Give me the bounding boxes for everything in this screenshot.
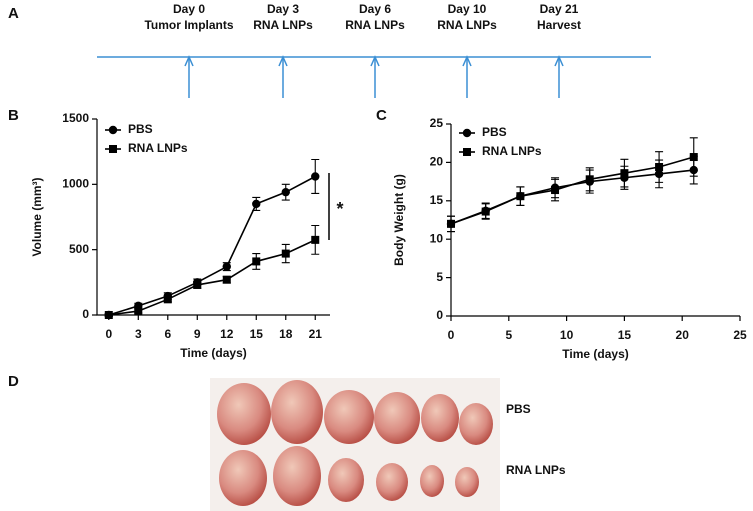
marker — [252, 199, 261, 209]
timeline-arrowhead — [554, 55, 564, 67]
y-tick-label: 1000 — [62, 177, 89, 191]
panel-label: A — [8, 5, 19, 22]
x-tick-label: 0 — [105, 327, 112, 341]
legend-label: RNA LNPs — [482, 144, 542, 158]
marker — [281, 187, 290, 197]
x-tick-label: 5 — [505, 328, 512, 342]
y-tick-label: 0 — [436, 308, 443, 322]
series-line — [108, 239, 316, 316]
x-tick-label: 6 — [164, 327, 171, 341]
timeline-day: Day 10 — [448, 2, 487, 16]
y-axis-label: Volume (mm³) — [30, 177, 44, 256]
timeline-event: Harvest — [537, 18, 581, 32]
x-tick-label: 25 — [733, 328, 747, 342]
marker — [281, 249, 290, 258]
marker — [222, 262, 231, 271]
x-tick-label: 18 — [279, 327, 293, 341]
y-tick-label: 20 — [430, 155, 444, 169]
legend-label: RNA LNPs — [128, 141, 188, 155]
timeline-arrowhead — [184, 55, 194, 67]
marker — [222, 275, 231, 284]
y-tick-label: 10 — [430, 231, 444, 245]
legend-marker — [463, 148, 471, 156]
timeline-day: Day 6 — [359, 2, 391, 16]
marker — [481, 207, 490, 216]
x-axis-label: Time (days) — [180, 346, 246, 360]
x-tick-label: 0 — [448, 328, 455, 342]
panel-label: B — [8, 107, 19, 124]
marker — [516, 192, 525, 201]
marker — [655, 163, 664, 172]
photo-row-label: RNA LNPs — [506, 463, 566, 477]
x-tick-label: 3 — [135, 327, 142, 341]
marker — [104, 311, 113, 319]
marker — [447, 219, 455, 228]
x-tick-label: 12 — [220, 327, 234, 341]
series-line — [108, 175, 316, 316]
timeline-event: RNA LNPs — [345, 18, 405, 32]
x-axis-label: Time (days) — [562, 347, 628, 361]
timeline-day: Day 3 — [267, 2, 299, 16]
marker — [551, 186, 560, 195]
series-line — [450, 169, 694, 225]
series-line — [450, 156, 694, 225]
marker — [620, 169, 629, 178]
x-tick-label: 15 — [250, 327, 264, 341]
x-tick-label: 21 — [309, 327, 323, 341]
marker — [689, 153, 698, 162]
timeline-event: Tumor Implants — [144, 18, 233, 32]
x-tick-label: 15 — [618, 328, 632, 342]
y-tick-label: 500 — [69, 242, 89, 256]
marker — [585, 175, 594, 184]
marker — [134, 307, 143, 316]
marker — [311, 172, 320, 181]
y-tick-label: 1500 — [62, 111, 89, 125]
photo-row-label: PBS — [506, 402, 531, 416]
y-tick-label: 0 — [82, 307, 89, 321]
x-tick-label: 9 — [194, 327, 201, 341]
tumors — [217, 380, 493, 506]
timeline-day: Day 21 — [540, 2, 579, 16]
timeline-event: RNA LNPs — [437, 18, 497, 32]
legend-marker — [462, 128, 472, 138]
legend-label: PBS — [128, 122, 153, 136]
marker — [311, 235, 320, 244]
panel-label: C — [376, 107, 387, 124]
timeline-arrowhead — [462, 55, 472, 67]
marker — [252, 257, 261, 266]
y-tick-label: 25 — [430, 116, 444, 130]
x-tick-label: 20 — [676, 328, 690, 342]
legend-marker — [109, 145, 117, 153]
significance-label: * — [336, 199, 343, 219]
y-tick-label: 5 — [436, 270, 443, 284]
y-tick-label: 15 — [430, 193, 444, 207]
legend-marker — [108, 125, 118, 135]
marker — [163, 295, 172, 304]
panel-label: D — [8, 373, 19, 390]
legend-label: PBS — [482, 125, 507, 139]
timeline-event: RNA LNPs — [253, 18, 313, 32]
timeline-arrowhead — [278, 55, 288, 67]
timeline-day: Day 0 — [173, 2, 205, 16]
y-axis-label: Body Weight (g) — [392, 174, 406, 266]
marker — [193, 280, 202, 289]
x-tick-label: 10 — [560, 328, 574, 342]
timeline-arrowhead — [370, 55, 380, 67]
photo — [210, 378, 500, 511]
